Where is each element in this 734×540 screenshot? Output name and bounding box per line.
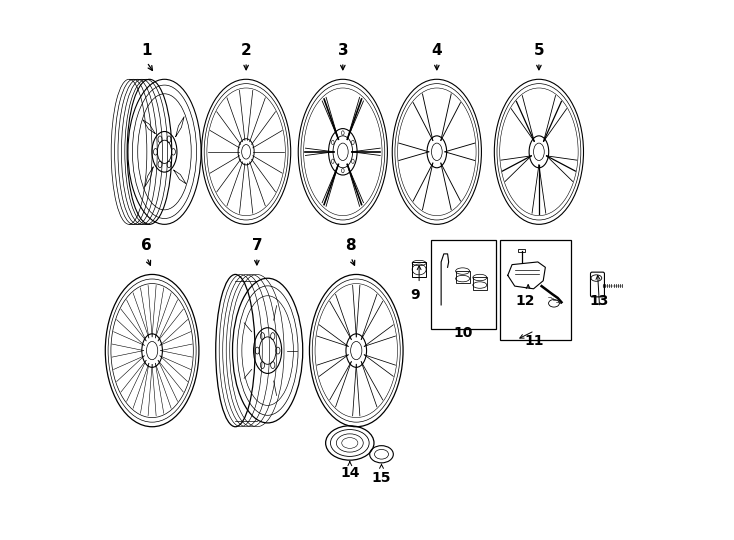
Text: 5: 5 — [534, 43, 544, 58]
Text: 10: 10 — [453, 326, 472, 340]
Text: 14: 14 — [340, 465, 360, 480]
Text: 12: 12 — [515, 294, 534, 308]
Text: 15: 15 — [371, 471, 391, 485]
Text: 7: 7 — [252, 238, 262, 253]
Text: 13: 13 — [590, 294, 609, 308]
Bar — [432, 240, 496, 329]
Text: 9: 9 — [410, 288, 420, 302]
Text: 3: 3 — [338, 43, 348, 58]
Polygon shape — [508, 262, 545, 289]
Bar — [518, 248, 525, 252]
Bar — [473, 277, 487, 290]
Bar — [412, 262, 426, 277]
Text: 6: 6 — [142, 238, 152, 253]
Bar — [501, 240, 571, 340]
Bar — [456, 271, 470, 284]
Text: 4: 4 — [432, 43, 442, 58]
Text: 2: 2 — [241, 43, 252, 58]
Text: 11: 11 — [525, 334, 545, 348]
Text: 8: 8 — [346, 238, 356, 253]
Text: 1: 1 — [142, 43, 152, 58]
